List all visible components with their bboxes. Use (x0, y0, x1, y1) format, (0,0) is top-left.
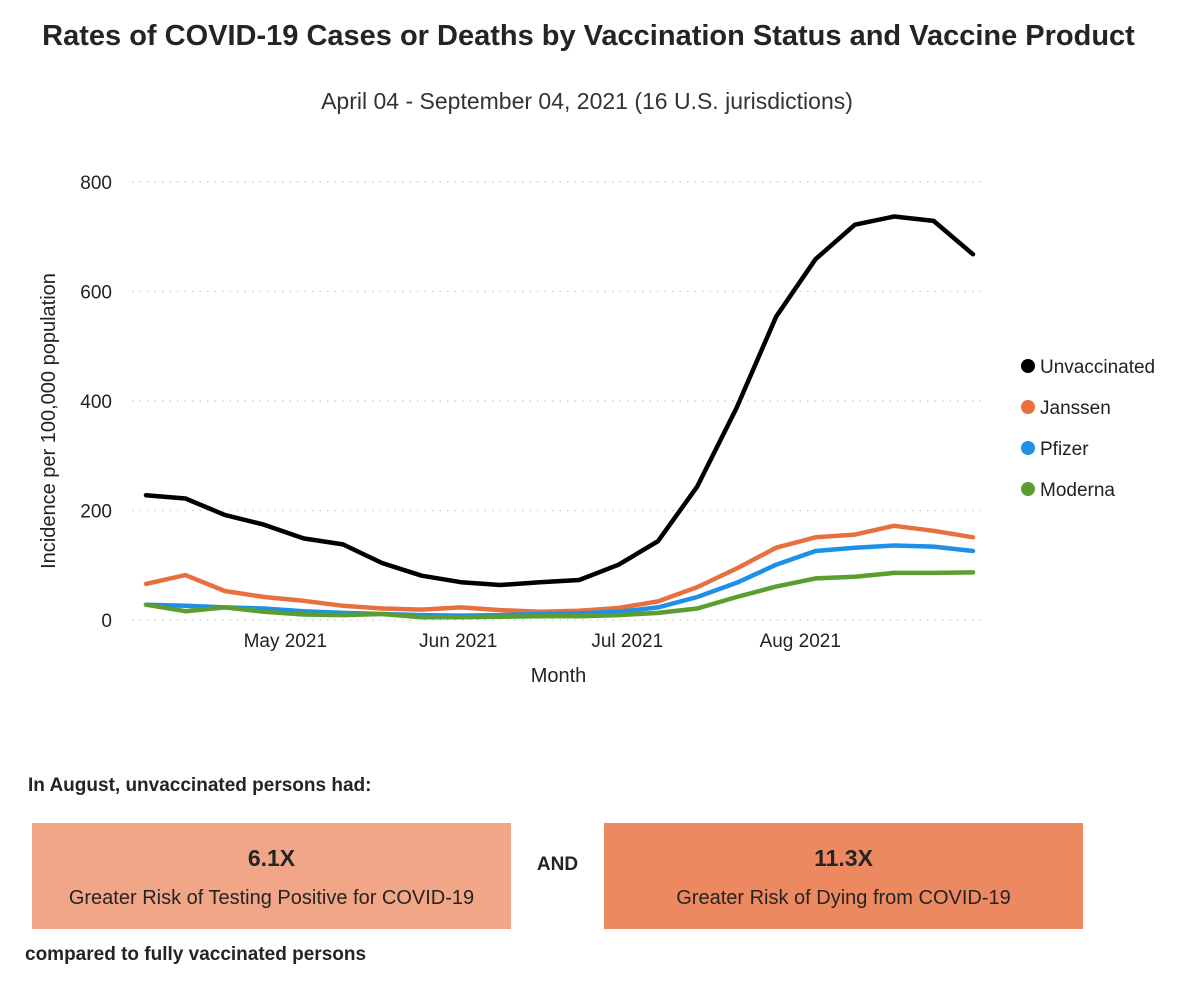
y-tick-label: 600 (80, 283, 112, 304)
legend-label: Janssen (1040, 398, 1111, 419)
x-axis-ticks: May 2021 Jun 2021 Jul 2021 Aug 2021 (244, 631, 841, 652)
series-line-janssen (143, 523, 976, 615)
series-line-pfizer (143, 543, 976, 618)
line-chart: 0 200 400 600 800 May 2021 Jun 2021 Jul 2021 Au… (38, 173, 1155, 687)
and-connector: AND (536, 854, 579, 875)
legend-label: Pfizer (1040, 439, 1089, 460)
series-line-unvaccinated (143, 214, 976, 588)
risk-card-label: Greater Risk of Testing Positive for COV… (68, 887, 475, 909)
risk-card-deaths: 11.3X Greater Risk of Dying from COVID-1… (604, 823, 1083, 929)
y-tick-label: 800 (80, 173, 112, 194)
y-tick-label: 400 (80, 392, 112, 413)
x-tick-label: Jun 2021 (419, 631, 497, 652)
legend-marker (1021, 441, 1035, 455)
gridlines (132, 181, 985, 621)
x-tick-label: May 2021 (244, 631, 327, 652)
y-tick-label: 0 (101, 611, 112, 632)
legend-label: Unvaccinated (1040, 357, 1155, 378)
legend-marker (1021, 359, 1035, 373)
risk-card-value: 11.3X (814, 845, 873, 871)
summary-footnote: compared to fully vaccinated persons (25, 944, 367, 965)
risk-card-label: Greater Risk of Dying from COVID-19 (676, 887, 1011, 909)
series-line-moderna (143, 570, 976, 620)
legend-marker (1021, 482, 1035, 496)
y-axis-title: Incidence per 100,000 population (38, 273, 60, 569)
chart-title: Rates of COVID-19 Cases or Deaths by Vac… (42, 20, 1135, 52)
y-tick-label: 200 (80, 502, 112, 523)
y-axis-ticks: 0 200 400 600 800 (80, 173, 112, 632)
risk-card-cases: 6.1X Greater Risk of Testing Positive fo… (32, 823, 511, 929)
legend-marker (1021, 400, 1035, 414)
legend: Unvaccinated Janssen Pfizer Moderna (1021, 357, 1155, 501)
chart-subtitle: April 04 - September 04, 2021 (16 U.S. j… (321, 88, 853, 114)
x-tick-label: Aug 2021 (760, 631, 841, 652)
legend-label: Moderna (1040, 480, 1115, 501)
summary-intro: In August, unvaccinated persons had: (28, 775, 372, 796)
series-lines (143, 214, 976, 620)
x-tick-label: Jul 2021 (591, 631, 663, 652)
risk-card-value: 6.1X (247, 845, 296, 871)
x-axis-title: Month (531, 665, 587, 687)
